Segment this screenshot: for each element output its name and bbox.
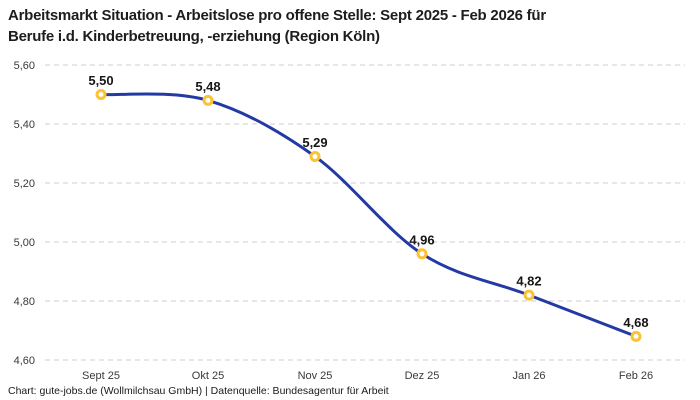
data-point-marker [95, 89, 107, 100]
y-axis-tick-label: 5,20 [14, 178, 35, 190]
data-point-value-label: 4,96 [409, 232, 434, 247]
data-point-marker [416, 248, 428, 260]
data-point-value-label: 5,48 [195, 79, 220, 94]
y-axis-tick-label: 4,80 [14, 296, 35, 308]
y-axis-tick-label: 4,60 [14, 355, 35, 367]
x-axis-tick-label: Nov 25 [298, 370, 333, 382]
chart-title-line1: Arbeitsmarkt Situation - Arbeitslose pro… [8, 7, 546, 24]
line-chart: 5,60 5,40 5,20 5,00 4,80 4,60 Sept 25 Okt 25 Nov… [14, 60, 685, 382]
x-axis-tick-label: Sept 25 [82, 370, 120, 382]
x-axis-tick-label: Jan 26 [512, 370, 545, 382]
data-point-marker [630, 330, 642, 342]
y-axis-tick-label: 5,00 [14, 237, 35, 249]
series-line [99, 92, 638, 338]
data-point-value-label: 4,82 [516, 274, 541, 289]
chart-footer-attribution: Chart: gute-jobs.de (Wollmilchsau GmbH) … [8, 385, 389, 397]
y-axis-tick-label: 5,60 [14, 60, 35, 72]
x-axis-tick-label: Feb 26 [619, 370, 653, 382]
chart-title-line2: Berufe i.d. Kinderbetreuung, -erziehung … [8, 28, 380, 45]
data-point-value-label: 5,50 [88, 73, 113, 88]
data-point-marker [309, 150, 321, 162]
data-point-value-label: 5,29 [302, 135, 327, 150]
x-axis-tick-label: Okt 25 [192, 370, 224, 382]
data-point-value-label: 4,68 [623, 315, 648, 330]
data-point-marker [523, 289, 535, 301]
chart-title: Arbeitsmarkt Situation - Arbeitslose pro… [8, 5, 668, 47]
x-axis-tick-label: Dez 25 [405, 370, 440, 382]
y-axis-tick-label: 5,40 [14, 119, 35, 131]
data-point-marker [202, 94, 214, 106]
